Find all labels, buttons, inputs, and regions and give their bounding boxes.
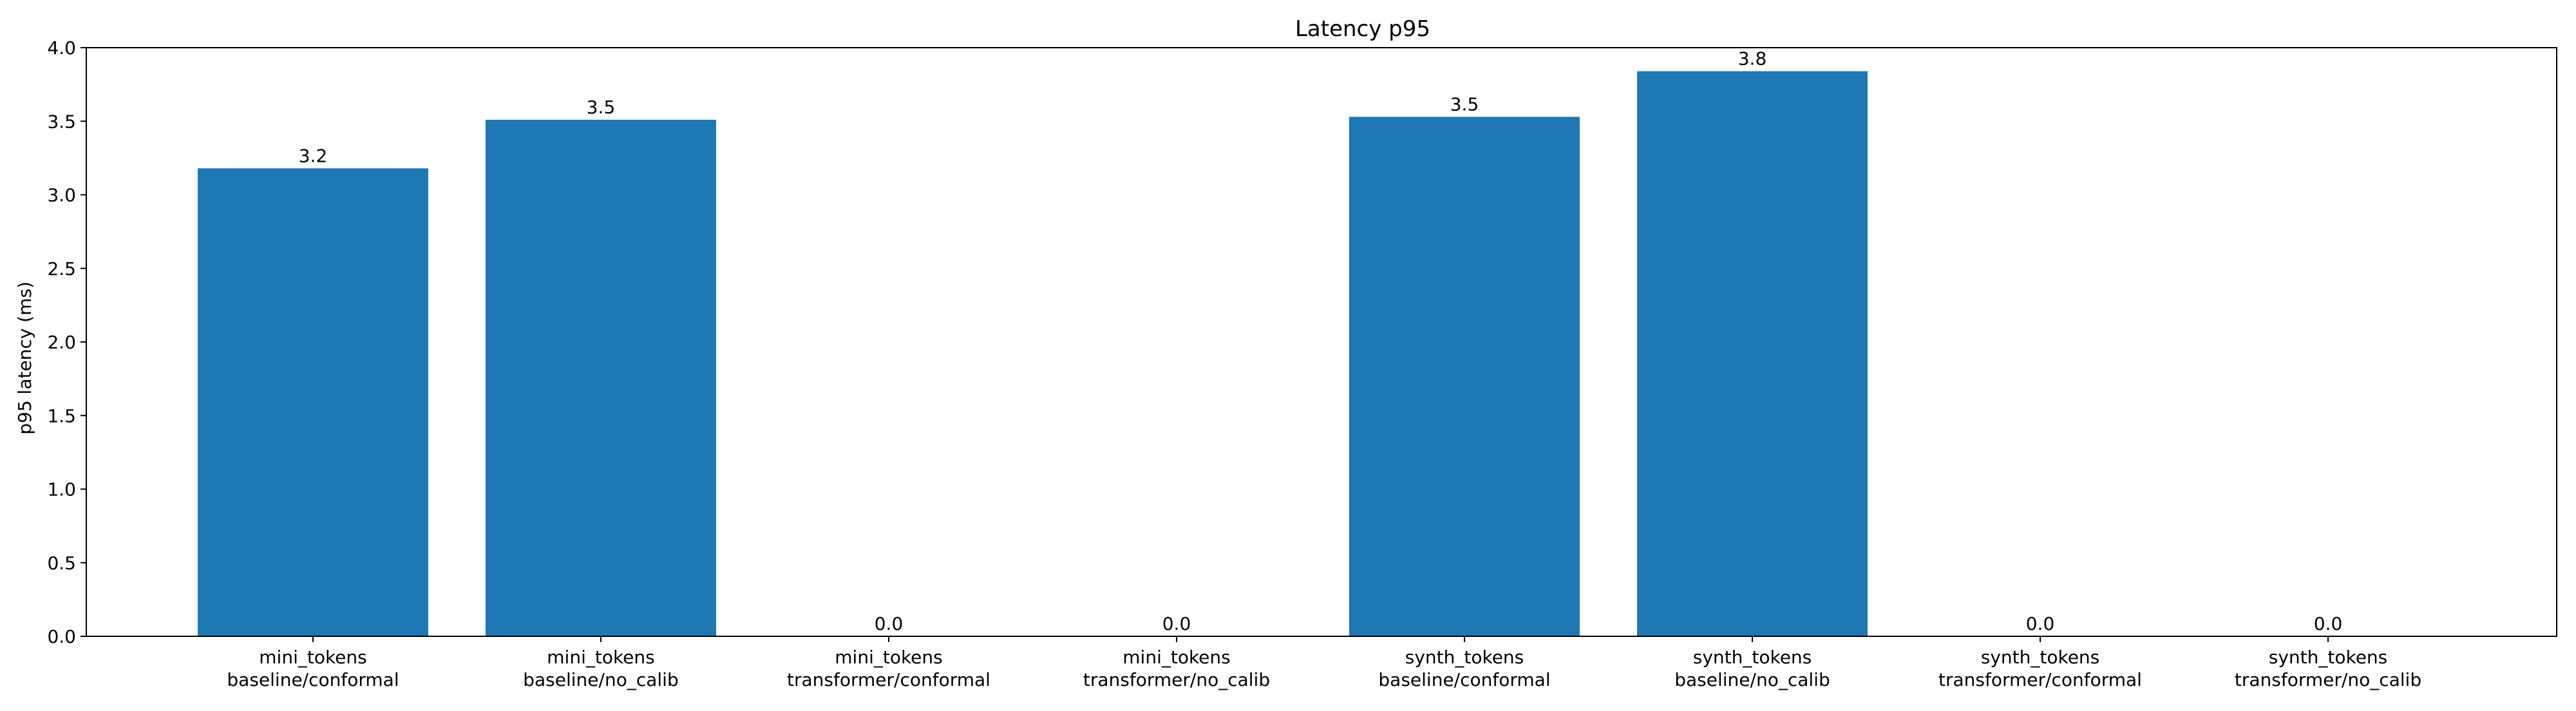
- y-axis: 0.0 0.5 1.0 1.5 2.0 2.5 3.0 3.5 4.0: [47, 37, 86, 647]
- y-axis-title: p95 latency (ms): [14, 281, 35, 435]
- plot-frame: [86, 47, 2557, 637]
- x-tick-label: mini_tokens: [1122, 647, 1230, 668]
- bar-value-label: 0.0: [875, 613, 904, 634]
- x-tick-label: baseline/no_calib: [523, 669, 678, 690]
- y-tick-label: 1.5: [47, 405, 76, 426]
- y-tick-label: 4.0: [47, 37, 76, 59]
- bar-value-label: 0.0: [1162, 613, 1191, 634]
- x-tick-label: transformer/no_calib: [2235, 669, 2421, 690]
- x-tick-label: synth_tokens: [1693, 647, 1812, 668]
- bar: [1349, 117, 1580, 636]
- y-tick-label: 0.0: [47, 626, 76, 647]
- bar-value-labels: 3.2 3.5 0.0 0.0 3.5 3.8 0.0 0.0: [299, 48, 2343, 634]
- y-tick-label: 3.5: [47, 111, 76, 132]
- x-tick-label: mini_tokens: [547, 647, 654, 668]
- bar: [486, 119, 716, 637]
- y-tick-label: 2.0: [47, 332, 76, 353]
- bar-value-label: 3.5: [587, 97, 616, 118]
- y-tick-label: 1.0: [47, 479, 76, 500]
- x-tick-label: baseline/conformal: [1378, 669, 1550, 690]
- bar: [198, 168, 428, 636]
- bars-group: [198, 71, 1868, 637]
- bar: [1637, 71, 1868, 636]
- x-tick-label: transformer/conformal: [1938, 669, 2142, 690]
- bar-value-label: 3.2: [299, 145, 328, 166]
- x-tick-label: transformer/no_calib: [1083, 669, 1270, 690]
- x-axis: mini_tokensbaseline/conformalmini_tokens…: [227, 636, 2421, 690]
- x-tick-label: mini_tokens: [259, 647, 366, 668]
- y-tick-label: 0.5: [47, 553, 76, 574]
- x-tick-label: synth_tokens: [2269, 647, 2388, 668]
- x-tick-label: baseline/conformal: [227, 669, 399, 690]
- bar-value-label: 0.0: [2314, 613, 2343, 634]
- x-tick-label: baseline/no_calib: [1674, 669, 1830, 690]
- bar-value-label: 3.5: [1450, 93, 1479, 115]
- x-tick-label: mini_tokens: [835, 647, 942, 668]
- y-tick-label: 2.5: [47, 258, 76, 280]
- chart-title: Latency p95: [1295, 16, 1430, 42]
- y-tick-label: 3.0: [47, 185, 76, 206]
- x-tick-label: synth_tokens: [1981, 647, 2100, 668]
- x-tick-label: synth_tokens: [1405, 647, 1524, 668]
- x-tick-label: transformer/conformal: [787, 669, 990, 690]
- bar-value-label: 3.8: [1738, 48, 1767, 70]
- bar-value-label: 0.0: [2026, 613, 2055, 634]
